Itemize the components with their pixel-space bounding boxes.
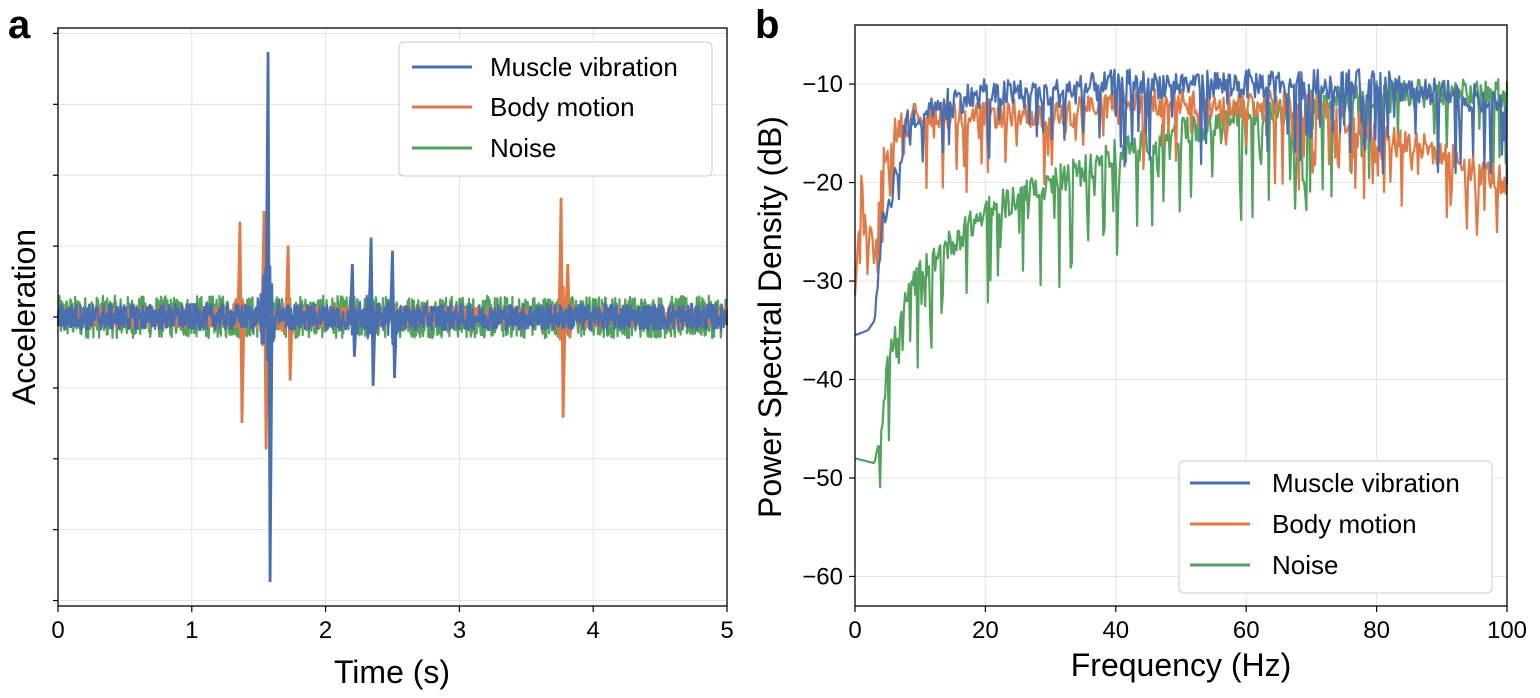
panel-a-ylabel: Acceleration [6,229,42,405]
panel-b-ytick-label: −50 [802,465,843,492]
panel-b-ytick-label: −30 [802,268,843,295]
panel-a-label: a [8,3,31,47]
panel-b: b 0 20 40 60 80 100 −60 −50 −40 −30 −20 −10 Frequen… [752,3,1527,683]
panel-a-spike [367,237,377,386]
panel-b-frame [854,24,1508,607]
panel-b-series [853,68,1509,489]
panel-a-xtick-label: 4 [587,617,600,644]
panel-a-series-line [56,239,729,362]
panel-b-series-line [854,78,1509,489]
panel-a-legend: Muscle vibration Body motion Noise [398,41,713,177]
panel-b-xtick-label: 60 [1233,617,1260,644]
panel-a-legend-noise: Noise [490,133,556,163]
panel-b-xtick-label: 40 [1102,617,1129,644]
panel-a-xtick-label: 1 [185,617,198,644]
panel-b-label: b [755,3,779,47]
panel-a-series [56,51,729,583]
panel-b-ylabel: Power Spectral Density (dB) [752,116,788,518]
panel-b-xtick-label: 0 [848,617,861,644]
panel-b-series-line [853,88,1509,296]
panel-b-ytick-label: −60 [802,563,843,590]
panel-b-xtick-label: 100 [1487,617,1527,644]
panel-b-legend-muscle: Muscle vibration [1272,468,1460,498]
panel-a-legend-muscle: Muscle vibration [490,52,678,82]
panel-a-ticks: 0 1 2 3 4 5 [51,32,734,644]
panel-a-legend-box [398,41,713,177]
panel-a: a 0 1 2 3 4 5 Time (s) Acceleration Muscle vi… [6,3,734,690]
panel-b-xlabel: Frequency (Hz) [1071,647,1292,683]
panel-b-legend-body: Body motion [1272,509,1417,539]
panel-b-ytick-label: −20 [802,170,843,197]
panel-a-legend-body: Body motion [490,92,635,122]
panel-b-xtick-label: 80 [1363,617,1390,644]
panel-b-series-line [854,68,1509,337]
panel-a-xtick-label: 3 [453,617,466,644]
panel-b-xtick-label: 20 [972,617,999,644]
panel-b-legend: Muscle vibration Body motion Noise [1178,460,1493,594]
panel-a-spike [389,250,398,378]
panel-b-ytick-label: −40 [802,367,843,394]
panel-b-ticks: 0 20 40 60 80 100 −60 −50 −40 −30 −20 −10 [802,71,1527,644]
panel-a-xtick-label: 2 [319,617,332,644]
panel-b-legend-box [1178,460,1493,594]
panel-b-ytick-label: −10 [802,71,843,98]
panel-a-xtick-label: 0 [51,617,64,644]
panel-a-xlabel: Time (s) [334,654,450,690]
panel-a-xtick-label: 5 [720,617,733,644]
panel-a-spike [264,51,274,583]
panel-a-spike [348,263,358,357]
panel-b-legend-noise: Noise [1272,550,1338,580]
